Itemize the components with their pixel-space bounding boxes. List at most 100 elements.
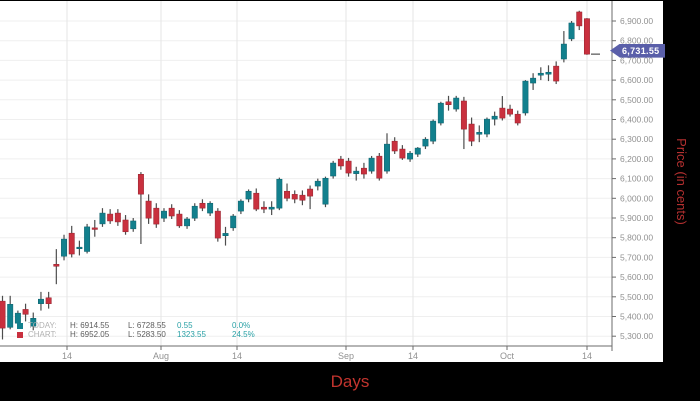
candle-up <box>560 43 567 60</box>
candle-up <box>268 206 275 210</box>
candle-up <box>76 246 83 250</box>
candle-down <box>291 194 298 200</box>
candle-up <box>430 120 437 142</box>
candle-down <box>214 210 221 239</box>
candle-down <box>0 300 6 329</box>
candle-down <box>360 167 367 175</box>
candle-up <box>245 190 252 200</box>
time-tick-label: 14 <box>62 351 72 361</box>
candle-down <box>284 190 290 199</box>
candle-down <box>153 207 160 225</box>
candle-down <box>499 107 506 119</box>
today-change: 0.55 <box>177 321 193 330</box>
candle-down <box>137 174 144 195</box>
candle-down <box>68 232 75 255</box>
price-tick-label: 5,500.00 <box>620 292 653 302</box>
candle-up <box>491 115 498 120</box>
chart-canvas[interactable]: 6,900.00 6,800.00 6,700.00 6,600.00 6,500.00… <box>0 1 666 362</box>
candle-down <box>460 100 467 130</box>
chart-change-pct: 24.5% <box>232 330 255 339</box>
last-price-value: 6,731.55 <box>622 45 660 56</box>
price-tick-label: 6,200.00 <box>620 154 653 164</box>
info-row-today: TODAY: H: 6914.55 L: 6728.55 0.55 0.0% <box>17 321 255 330</box>
chart-color-chip <box>17 331 23 338</box>
candle-down <box>53 264 60 267</box>
price-tick-label: 5,600.00 <box>620 272 653 282</box>
candle-up <box>407 152 414 160</box>
candle-down <box>45 297 52 304</box>
candle-down <box>22 309 29 315</box>
candle-up <box>30 318 37 327</box>
candle-down <box>514 113 521 124</box>
candle-down <box>507 108 513 115</box>
chart-label: CHART: <box>28 330 57 339</box>
candle-up <box>276 178 283 209</box>
candle-down <box>299 194 306 201</box>
candle-up <box>437 102 444 124</box>
price-tick-label: 5,300.00 <box>620 331 653 341</box>
candle-up <box>7 304 14 328</box>
price-tick-label: 5,400.00 <box>620 312 653 322</box>
candle-up <box>453 97 460 110</box>
candle-up <box>314 180 321 187</box>
chart-low: L: 5283.50 <box>128 330 166 339</box>
candle-down <box>583 18 590 55</box>
price-tick-label: 6,700.00 <box>620 55 653 65</box>
price-tick-label: 6,100.00 <box>620 174 653 184</box>
candle-up <box>322 177 329 205</box>
today-high: H: 6914.55 <box>70 321 110 330</box>
candle-up <box>330 162 337 177</box>
candle-down <box>337 158 344 167</box>
candle-up <box>207 202 214 214</box>
candle-up <box>368 157 375 172</box>
candle-up <box>484 118 490 135</box>
time-tick-label: 14 <box>408 351 418 361</box>
price-tick-label: 6,500.00 <box>620 95 653 105</box>
candle-down <box>468 123 475 142</box>
candle-down <box>91 227 98 230</box>
candle-down <box>114 212 121 223</box>
price-tick-label: 6,300.00 <box>620 134 653 144</box>
candle-up <box>353 170 360 174</box>
candle-down <box>145 200 152 219</box>
candlestick-plot[interactable]: 6,900.00 6,800.00 6,700.00 6,600.00 6,500.00… <box>0 1 663 362</box>
ohlc-info-panel: TODAY: H: 6914.55 L: 6728.55 0.55 0.0% C… <box>17 321 255 339</box>
chart-change: 1323.55 <box>177 330 206 339</box>
price-tick-label: 5,800.00 <box>620 233 653 243</box>
price-tick-label: 5,700.00 <box>620 252 653 262</box>
time-tick-label: 14 <box>582 351 592 361</box>
y-axis-title: Price (in cents) <box>674 138 690 225</box>
price-tick-label: 6,600.00 <box>620 75 653 85</box>
candle-down <box>199 202 206 209</box>
candle-up <box>130 220 137 230</box>
candle-up <box>38 298 44 304</box>
candle-down <box>261 206 267 210</box>
y-axis-title-strip: Price (in cents) <box>663 1 700 362</box>
candle-down <box>345 160 352 174</box>
today-low: L: 6728.55 <box>128 321 166 330</box>
last-price-badge: 6,731.55 <box>610 43 666 58</box>
candle-up <box>222 233 229 236</box>
candle-down <box>307 188 314 197</box>
today-color-chip <box>17 322 23 329</box>
candle-up <box>568 22 575 40</box>
candle-up <box>522 80 529 114</box>
candle-up <box>84 226 91 252</box>
info-row-chart: CHART: H: 6952.05 L: 5283.50 1323.55 24.… <box>17 330 255 339</box>
candle-down <box>399 148 406 159</box>
candle-up <box>99 212 106 225</box>
candle-up <box>230 215 237 229</box>
today-label: TODAY: <box>28 321 57 330</box>
candle-up <box>537 72 544 76</box>
candle-up <box>530 77 537 84</box>
candle-up <box>191 205 198 219</box>
price-tick-label: 5,900.00 <box>620 213 653 223</box>
price-tick-label: 6,400.00 <box>620 115 653 125</box>
candle-up <box>476 132 483 135</box>
candle-down <box>122 219 129 233</box>
candle-down <box>253 192 260 210</box>
x-axis-title: Days <box>330 371 370 391</box>
time-tick-label: Aug <box>153 351 169 361</box>
time-tick-label: Oct <box>500 351 515 361</box>
